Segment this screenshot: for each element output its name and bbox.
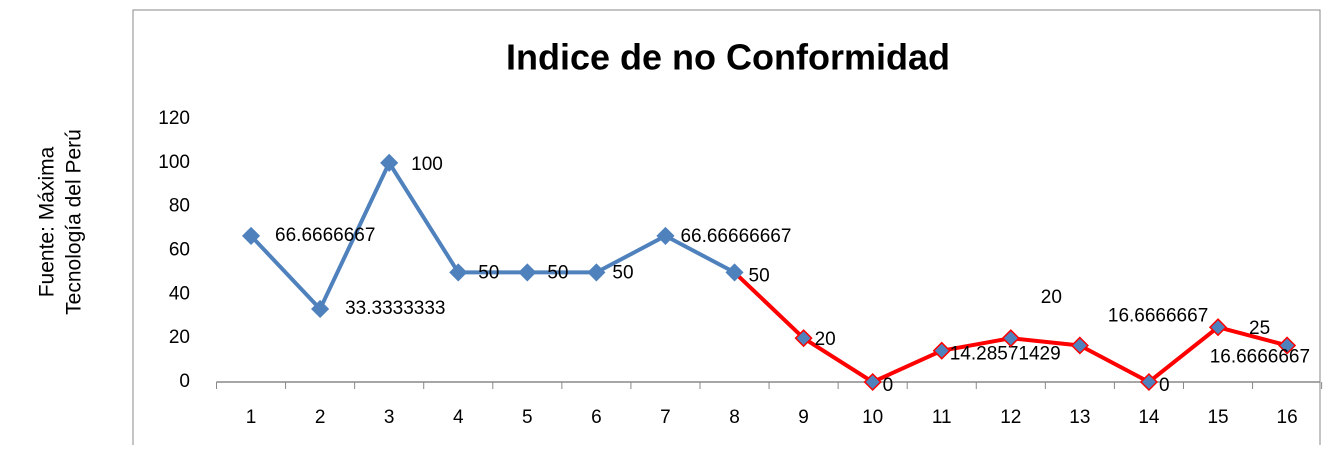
x-tick-label: 10: [862, 407, 883, 428]
source-line: Fuente: Máxima: [36, 146, 59, 297]
x-tick-label: 13: [1069, 407, 1090, 428]
data-label: 0: [883, 375, 894, 396]
y-tick-label: 0: [179, 371, 190, 392]
marker: [311, 299, 330, 319]
data-label: 0: [1159, 375, 1170, 396]
x-tick-label: 6: [591, 407, 602, 428]
marker: [1208, 318, 1228, 337]
data-label: 100: [411, 154, 443, 175]
marker: [1001, 329, 1020, 348]
x-tick-label: 14: [1138, 407, 1160, 428]
data-label: 50: [478, 262, 499, 283]
data-label: 66.6666667: [275, 225, 375, 246]
x-tick-label: 3: [384, 407, 395, 428]
data-label: 20: [1041, 287, 1062, 308]
chart-border: [132, 9, 1321, 450]
marker: [1278, 336, 1297, 355]
x-tick-label: 15: [1207, 407, 1228, 428]
x-tick-label: 2: [315, 407, 326, 428]
marker: [380, 153, 399, 172]
marker: [518, 263, 537, 282]
data-label: 16.6666667: [1108, 305, 1208, 326]
y-tick-label: 80: [169, 196, 190, 217]
marker: [794, 329, 813, 348]
x-tick-label: 9: [798, 407, 809, 428]
data-label: 50: [547, 262, 568, 283]
data-label: 16.6666667: [1210, 346, 1310, 367]
marker: [725, 263, 744, 282]
data-label: 50: [749, 265, 770, 286]
y-tick-label: 60: [169, 240, 190, 261]
y-tick-label: 20: [169, 327, 190, 348]
y-tick-label: 120: [158, 108, 190, 129]
marker: [932, 341, 951, 360]
marker: [1139, 372, 1159, 392]
x-tick-label: 8: [729, 407, 740, 428]
x-tick-label: 4: [453, 407, 464, 428]
x-tick-label: 1: [246, 407, 257, 428]
data-label: 25: [1249, 318, 1270, 339]
data-label: 14.28571429: [950, 344, 1061, 365]
data-label: 33.3333333: [345, 298, 445, 319]
y-tick-label: 100: [158, 152, 190, 173]
marker: [449, 263, 468, 282]
data-label: 66.66666667: [680, 226, 791, 247]
data-label: 20: [815, 329, 836, 350]
line-series: [249, 160, 736, 311]
x-tick-label: 7: [660, 407, 671, 428]
x-tick-label: 5: [522, 407, 533, 428]
chart-title: Indice de no Conformidad: [506, 37, 950, 78]
source-line: Tecnología del Perú: [63, 129, 86, 315]
x-tick-label: 16: [1277, 407, 1298, 428]
marker: [1070, 336, 1089, 355]
marker: [587, 263, 606, 282]
source-note: Fuente: Máxima Tecnología del Perú: [36, 129, 86, 315]
marker: [241, 226, 261, 245]
marker: [863, 372, 882, 392]
x-tick-label: 12: [1000, 407, 1021, 428]
data-label: 50: [612, 262, 633, 283]
y-tick-label: 40: [169, 283, 190, 304]
x-tick-label: 11: [932, 407, 952, 428]
marker: [656, 226, 675, 245]
